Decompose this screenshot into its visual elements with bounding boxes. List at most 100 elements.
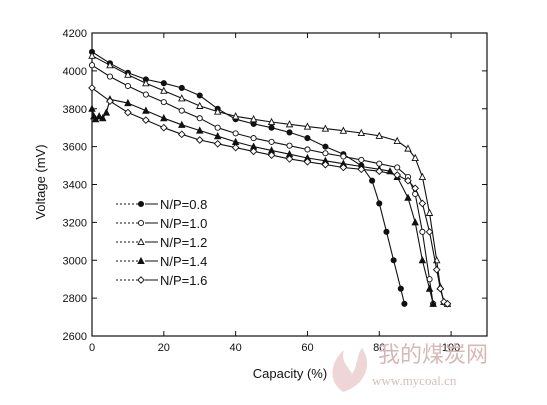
legend-label: N/P=1.0: [160, 216, 207, 231]
data-point: [142, 91, 149, 98]
legend-entry: N/P=1.2: [116, 235, 207, 250]
data-point: [357, 165, 366, 174]
data-point: [213, 139, 222, 148]
data-point: [375, 167, 384, 176]
legend-marker: [137, 200, 145, 208]
data-point: [418, 172, 427, 180]
data-point: [436, 284, 445, 293]
data-point: [304, 146, 311, 153]
data-point: [213, 107, 222, 115]
data-point: [88, 84, 96, 92]
series-n-p-1-4: [88, 95, 437, 307]
data-point: [124, 70, 132, 78]
series-line: [91, 87, 448, 305]
data-point: [106, 61, 114, 69]
x-tick-label: 20: [158, 342, 170, 354]
data-point: [286, 142, 293, 149]
data-point: [196, 92, 203, 99]
series-n-p-1-6: [88, 84, 452, 308]
y-tick-label: 2600: [63, 331, 87, 343]
y-tick-label: 2800: [63, 293, 87, 305]
data-point: [160, 114, 168, 122]
data-point: [425, 228, 434, 236]
series-line: [91, 98, 434, 304]
y-axis-title: Voltage (mV): [33, 144, 48, 219]
data-point: [142, 106, 150, 114]
data-point: [196, 115, 203, 122]
data-point: [159, 123, 168, 132]
data-point: [411, 184, 420, 193]
data-point: [99, 114, 107, 122]
series-line: [91, 64, 434, 304]
data-point: [267, 117, 276, 126]
legend-label: N/P=1.4: [160, 254, 207, 269]
data-point: [213, 132, 222, 140]
y-tick-label: 4000: [63, 66, 87, 78]
legend-marker: [137, 237, 145, 246]
data-point: [322, 150, 329, 157]
y-tick-label: 3800: [63, 104, 87, 116]
y-tick-label: 3600: [63, 142, 87, 154]
watermark: 我的煤炭网 www.mycoal.cn: [332, 342, 488, 392]
data-point: [425, 208, 434, 216]
data-point: [214, 124, 221, 131]
legend-entry: N/P=1.4: [116, 254, 207, 269]
data-point: [419, 228, 426, 235]
data-point: [357, 128, 366, 137]
data-point: [285, 155, 294, 163]
data-point: [160, 99, 167, 106]
axes: 0 20 40 60 80 100 2600 2800 3000 3200 3400 3600 3800…: [63, 28, 488, 354]
data-point: [303, 122, 312, 130]
watermark-url: www.mycoal.cn: [372, 373, 457, 388]
data-point: [102, 108, 111, 116]
data-point: [404, 176, 412, 185]
data-point: [249, 114, 258, 123]
y-tick-label: 3400: [63, 180, 87, 192]
data-point: [195, 126, 204, 134]
data-point: [178, 120, 186, 128]
data-point: [432, 265, 441, 274]
watermark-text: 我的煤炭网: [378, 342, 488, 367]
x-tick-label: 0: [89, 342, 95, 354]
data-point: [393, 136, 401, 144]
data-point: [142, 116, 150, 124]
legend-entry: N/P=1.0: [116, 216, 207, 231]
data-point: [411, 218, 419, 226]
data-point: [339, 126, 348, 134]
legend-marker: [137, 219, 145, 227]
x-tick-label: 100: [442, 342, 460, 354]
data-point: [393, 171, 402, 179]
legend-entry: N/P=0.8: [116, 197, 207, 212]
data-point: [425, 284, 434, 292]
data-point: [124, 82, 131, 90]
data-point: [88, 104, 96, 112]
data-point: [160, 80, 167, 87]
data-point: [404, 144, 412, 152]
data-point: [250, 135, 257, 142]
series-group: [88, 48, 452, 308]
data-point: [321, 124, 330, 132]
data-point: [286, 129, 293, 136]
series-line: [91, 55, 448, 305]
data-point: [231, 112, 240, 120]
data-point: [376, 200, 383, 207]
data-point: [429, 299, 437, 307]
legend-marker: [137, 256, 145, 265]
data-point: [124, 108, 132, 117]
data-point: [418, 199, 427, 208]
data-point: [268, 138, 275, 145]
data-point: [285, 120, 294, 128]
legend-label: N/P=1.2: [160, 235, 207, 250]
data-point: [178, 94, 186, 102]
data-point: [401, 300, 408, 307]
data-point: [339, 163, 348, 172]
data-point: [142, 79, 150, 87]
legend-label: N/P=0.8: [160, 197, 207, 212]
data-point: [195, 136, 204, 144]
x-tick-label: 80: [373, 342, 385, 354]
x-axis-title: Capacity (%): [253, 366, 327, 381]
data-point: [443, 299, 452, 308]
data-point: [232, 130, 239, 137]
legend-entry: N/P=1.6: [116, 273, 207, 288]
